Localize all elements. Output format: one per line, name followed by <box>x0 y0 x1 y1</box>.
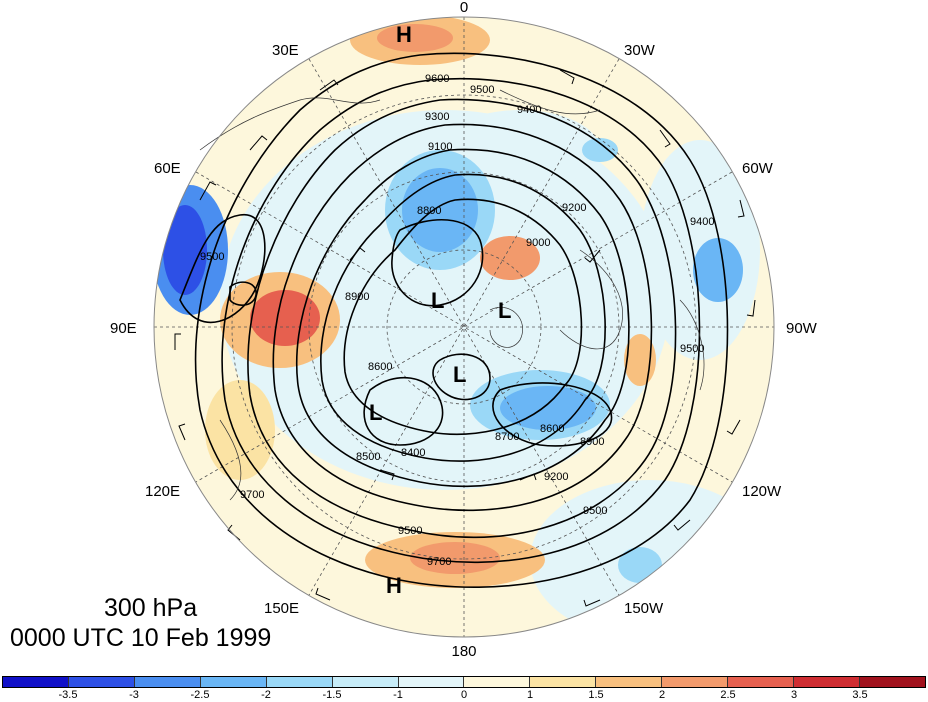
colorbar-label: -3.5 <box>58 689 78 701</box>
high-pressure-center: H <box>386 573 402 598</box>
colorbar <box>2 676 926 688</box>
colorbar-label: 0 <box>460 689 468 701</box>
contour-label: 9400 <box>690 216 714 228</box>
colorbar-box <box>530 677 597 687</box>
contour-label: 9500 <box>470 84 494 96</box>
contour-label: 8600 <box>368 361 392 373</box>
height-contours <box>179 52 729 588</box>
high-pressure-center: H <box>396 22 412 47</box>
colorbar-label: -1 <box>393 689 403 701</box>
contour-label: 9200 <box>562 202 586 214</box>
longitude-labels: 0 30W 60W 90W 120W 150W 180 150E 120E 90… <box>110 0 818 660</box>
colorbar-label: -1.5 <box>322 689 342 701</box>
contour-label: 9700 <box>427 556 451 568</box>
time-caption: 0000 UTC 10 Feb 1999 <box>10 624 272 652</box>
colorbar-box <box>859 677 925 687</box>
contour-label: 9200 <box>544 471 568 483</box>
colorbar-label: 2 <box>658 689 666 701</box>
colorbar-box <box>464 677 531 687</box>
low-pressure-center: L <box>453 362 466 387</box>
contour-label: 9300 <box>425 111 449 123</box>
pressure-centers: H H L L L L <box>369 22 511 598</box>
contour-label: 8600 <box>540 423 564 435</box>
longitude-label: 30E <box>272 42 299 59</box>
colorbar-box <box>596 677 663 687</box>
colorbar-label: 1 <box>526 689 534 701</box>
colorbar-label: 3.5 <box>852 689 868 701</box>
contour-label: 8900 <box>345 291 369 303</box>
colorbar-label: -3 <box>129 689 139 701</box>
low-pressure-center: L <box>431 288 444 313</box>
contour-label: 8900 <box>580 436 604 448</box>
colorbar-box <box>398 677 465 687</box>
colorbar-box <box>266 677 333 687</box>
longitude-label: 150E <box>264 600 299 617</box>
longitude-label: 30W <box>624 42 656 59</box>
colorbar-label: 3 <box>790 689 798 701</box>
low-pressure-center: L <box>369 400 382 425</box>
longitude-label: 150W <box>624 600 664 617</box>
graticule <box>154 17 774 637</box>
level-caption: 300 hPa <box>104 594 198 622</box>
colorbar-box <box>200 677 267 687</box>
longitude-label: 180 <box>451 643 476 660</box>
contour-label: 8800 <box>417 205 441 217</box>
longitude-label: 90E <box>110 320 137 337</box>
colorbar-label: -2.5 <box>190 689 210 701</box>
contour-label: 9500 <box>680 343 704 355</box>
contour-label: 9700 <box>240 489 264 501</box>
contour-label: 9500 <box>200 251 224 263</box>
longitude-label: 60E <box>154 160 181 177</box>
longitude-label: 120W <box>742 483 782 500</box>
wind-barbs <box>174 69 756 607</box>
longitude-label: 120E <box>145 483 180 500</box>
colorbar-box <box>68 677 135 687</box>
contour-label: 9600 <box>425 73 449 85</box>
contour-label-group: 9600 9500 9400 9300 9200 9100 9000 8900 … <box>200 73 714 568</box>
contour-label: 9400 <box>517 104 541 116</box>
contour-label: 8400 <box>401 447 425 459</box>
colorbar-box <box>332 677 399 687</box>
low-pressure-center: L <box>498 298 511 323</box>
coastlines <box>199 89 705 501</box>
longitude-label: 60W <box>742 160 774 177</box>
contour-label: 9500 <box>398 525 422 537</box>
colorbar-label: 1.5 <box>588 689 604 701</box>
colorbar-box <box>728 677 795 687</box>
colorbar-box <box>134 677 201 687</box>
contour-label: 9000 <box>526 237 550 249</box>
colorbar-box <box>794 677 860 687</box>
colorbar-labels: -3.5 -3 -2.5 -2 -1.5 -1 0 1 1.5 2 2.5 3 3.5 <box>2 689 926 702</box>
colorbar-box <box>3 677 69 687</box>
map-boundary <box>153 16 775 638</box>
colorbar-label: 2.5 <box>720 689 736 701</box>
longitude-label: 90W <box>786 320 818 337</box>
contour-label: 9500 <box>583 505 607 517</box>
colorbar-box <box>662 677 729 687</box>
contour-label: 8700 <box>495 431 519 443</box>
contour-label: 8500 <box>356 451 380 463</box>
longitude-label: 0 <box>460 0 468 16</box>
colorbar-label: -2 <box>261 689 271 701</box>
contour-label: 9100 <box>428 141 452 153</box>
